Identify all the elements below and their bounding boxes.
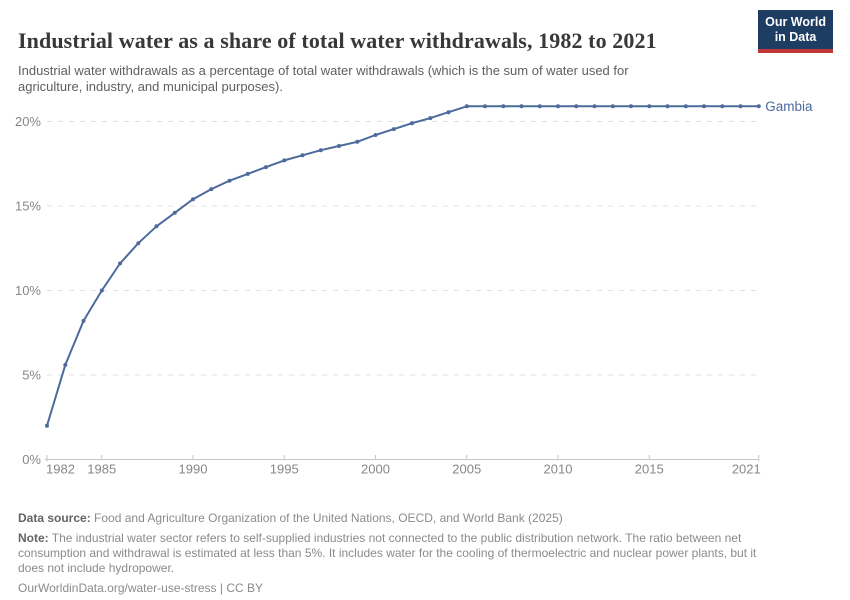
data-point xyxy=(45,423,49,428)
data-source-text: Food and Agriculture Organization of the… xyxy=(94,511,563,525)
data-point xyxy=(738,104,743,109)
entity-label: Gambia xyxy=(765,99,813,114)
data-point xyxy=(355,139,360,144)
x-axis-label: 2005 xyxy=(452,462,481,477)
x-axis-label: 2015 xyxy=(635,462,664,477)
y-axis-label: 0% xyxy=(22,452,41,467)
y-axis-label: 5% xyxy=(22,368,41,383)
data-point xyxy=(209,187,214,192)
y-axis-label: 20% xyxy=(15,114,41,129)
x-axis-label: 1995 xyxy=(270,462,299,477)
data-point xyxy=(756,104,761,109)
data-point xyxy=(172,210,177,215)
y-axis-label: 10% xyxy=(15,283,41,298)
data-line xyxy=(46,105,760,427)
data-point xyxy=(245,171,250,176)
license-link[interactable]: CC BY xyxy=(226,581,264,595)
data-point xyxy=(629,104,633,109)
data-point xyxy=(720,104,725,109)
data-point xyxy=(574,104,579,109)
data-point xyxy=(337,144,341,148)
data-point xyxy=(464,104,469,109)
data-point xyxy=(519,104,524,109)
data-point xyxy=(410,121,414,126)
data-point xyxy=(428,116,433,121)
data-point xyxy=(118,261,122,266)
data-point xyxy=(282,158,287,163)
data-point xyxy=(556,104,560,109)
data-point xyxy=(373,133,378,137)
note-label: Note: xyxy=(18,531,49,545)
x-axis-label: 1985 xyxy=(87,462,116,477)
data-point xyxy=(647,104,652,109)
data-source-line: Data source: Food and Agriculture Organi… xyxy=(18,511,563,526)
footer-divider: | xyxy=(219,581,223,595)
page-title: Industrial water as a share of total wat… xyxy=(18,27,657,53)
data-point xyxy=(665,104,670,109)
data-point xyxy=(63,362,68,367)
data-point xyxy=(592,104,597,109)
data-point xyxy=(446,110,451,115)
data-point xyxy=(537,104,542,109)
data-point xyxy=(610,104,615,109)
data-point xyxy=(483,104,487,109)
data-point xyxy=(702,104,706,109)
owid-logo[interactable]: Our World in Data xyxy=(758,10,833,53)
note-line: Note: The industrial water sector refers… xyxy=(18,531,756,576)
data-point xyxy=(318,148,323,153)
data-point xyxy=(683,104,688,109)
x-axis-label: 2010 xyxy=(544,462,573,477)
x-axis-label: 1982 xyxy=(46,462,75,477)
x-axis-label: 2000 xyxy=(361,462,390,477)
x-axis-label: 1990 xyxy=(179,462,208,477)
data-point xyxy=(227,178,232,183)
line-chart-canvas: 0% 5% 10% 15% 20% 1982 1985 1990 1995 2000 2005 201… xyxy=(15,99,813,477)
x-axis-label: 2021 xyxy=(732,462,761,477)
chart-url-link[interactable]: OurWorldinData.org/water-use-stress xyxy=(18,581,217,595)
note-text: The industrial water sector refers to se… xyxy=(18,531,757,575)
data-point xyxy=(99,288,104,293)
chart-subtitle: Industrial water withdrawals as a percen… xyxy=(18,63,629,94)
data-point xyxy=(391,127,396,132)
footer-links: OurWorldinData.org/water-use-stress | CC… xyxy=(18,581,263,596)
data-point xyxy=(300,153,305,158)
data-point xyxy=(154,224,159,229)
data-point xyxy=(264,165,268,170)
data-point xyxy=(136,241,141,246)
data-point xyxy=(501,104,506,109)
data-source-label: Data source: xyxy=(18,511,91,525)
data-point xyxy=(191,197,195,202)
y-axis-label: 15% xyxy=(15,199,41,214)
owid-logo-text: Our World in Data xyxy=(765,15,826,44)
data-point xyxy=(81,318,86,323)
